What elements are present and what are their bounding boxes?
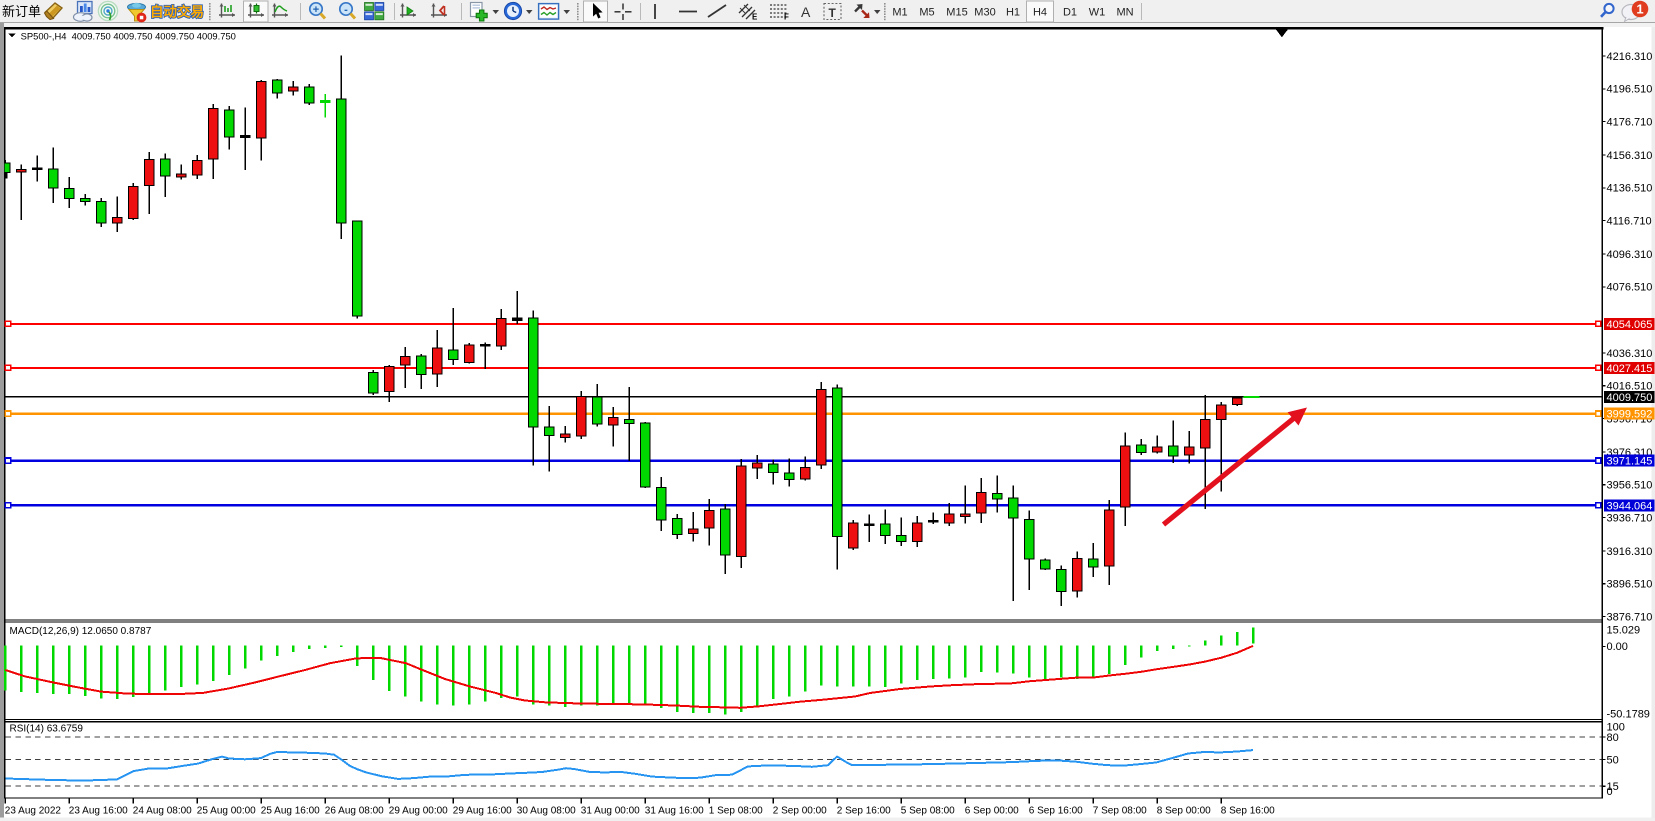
svg-text:新订单: 新订单: [2, 4, 41, 19]
svg-text:M15: M15: [946, 7, 967, 19]
svg-text:F: F: [784, 13, 789, 22]
svg-text:自动交易: 自动交易: [150, 4, 204, 20]
svg-text:3896.510: 3896.510: [1607, 579, 1653, 591]
svg-text:25 Aug 16:00: 25 Aug 16:00: [261, 806, 320, 817]
svg-text:H1: H1: [1006, 7, 1020, 19]
svg-text:4216.310: 4216.310: [1607, 51, 1653, 63]
svg-text:6 Sep 00:00: 6 Sep 00:00: [965, 806, 1019, 817]
svg-text:2 Sep 16:00: 2 Sep 16:00: [837, 806, 891, 817]
svg-text:4009.750: 4009.750: [1607, 392, 1653, 404]
svg-text:4196.510: 4196.510: [1607, 84, 1653, 96]
svg-text:2 Sep 00:00: 2 Sep 00:00: [773, 806, 827, 817]
svg-text:23 Aug 2022: 23 Aug 2022: [5, 806, 62, 817]
svg-text:29 Aug 16:00: 29 Aug 16:00: [453, 806, 512, 817]
svg-text:-: -: [344, 4, 348, 16]
svg-text:1: 1: [1636, 2, 1643, 17]
svg-text:50: 50: [1607, 754, 1619, 766]
svg-text:23 Aug 16:00: 23 Aug 16:00: [69, 806, 128, 817]
svg-text:H4: H4: [1033, 7, 1047, 19]
svg-text:3876.710: 3876.710: [1607, 611, 1653, 623]
svg-text:4136.510: 4136.510: [1607, 183, 1653, 195]
svg-text:0: 0: [1607, 786, 1613, 798]
svg-text:3916.310: 3916.310: [1607, 546, 1653, 558]
svg-text:D1: D1: [1063, 7, 1077, 19]
svg-text:4036.310: 4036.310: [1607, 348, 1653, 360]
svg-text:4016.510: 4016.510: [1607, 381, 1653, 393]
svg-text:26 Aug 08:00: 26 Aug 08:00: [325, 806, 384, 817]
svg-text:3944.064: 3944.064: [1607, 500, 1653, 512]
svg-text:100: 100: [1607, 721, 1625, 733]
svg-text:MN: MN: [1116, 7, 1133, 19]
svg-text:0.00: 0.00: [1607, 641, 1628, 653]
svg-text:8 Sep 00:00: 8 Sep 00:00: [1157, 806, 1211, 817]
svg-text:M5: M5: [919, 7, 934, 19]
svg-text:MACD(12,26,9) 12.0650 0.8787: MACD(12,26,9) 12.0650 0.8787: [10, 626, 152, 637]
svg-text:M30: M30: [974, 7, 995, 19]
svg-text:A: A: [801, 4, 811, 20]
svg-text:4176.710: 4176.710: [1607, 116, 1653, 128]
svg-text:4096.310: 4096.310: [1607, 249, 1653, 261]
svg-text:4116.710: 4116.710: [1607, 215, 1652, 227]
svg-text:3999.592: 3999.592: [1607, 409, 1653, 421]
svg-text:1 Sep 08:00: 1 Sep 08:00: [709, 806, 763, 817]
svg-text:31 Aug 00:00: 31 Aug 00:00: [581, 806, 640, 817]
svg-text:RSI(14) 63.6759: RSI(14) 63.6759: [10, 724, 84, 735]
svg-text:31 Aug 16:00: 31 Aug 16:00: [645, 806, 704, 817]
svg-text:4076.510: 4076.510: [1607, 282, 1653, 294]
svg-text:E: E: [752, 13, 758, 22]
svg-text:6 Sep 16:00: 6 Sep 16:00: [1029, 806, 1083, 817]
svg-text:29 Aug 00:00: 29 Aug 00:00: [389, 806, 448, 817]
svg-text:4054.065: 4054.065: [1607, 319, 1653, 331]
svg-text:SP500-,H4 4009.750 4009.750 4: SP500-,H4 4009.750 4009.750 4009.750 400…: [21, 30, 236, 41]
svg-text:-50.1789: -50.1789: [1607, 708, 1650, 720]
svg-text:M1: M1: [892, 7, 907, 19]
svg-text:3956.510: 3956.510: [1607, 480, 1653, 492]
svg-text:4027.415: 4027.415: [1607, 363, 1653, 375]
svg-text:15: 15: [1607, 781, 1619, 793]
svg-text:自动交易: 自动交易: [150, 4, 204, 20]
svg-text:8 Sep 16:00: 8 Sep 16:00: [1221, 806, 1275, 817]
svg-text:+: +: [313, 4, 319, 16]
svg-text:80: 80: [1607, 732, 1619, 744]
svg-text:25 Aug 00:00: 25 Aug 00:00: [197, 806, 256, 817]
svg-text:5 Sep 08:00: 5 Sep 08:00: [901, 806, 955, 817]
svg-text:7 Sep 08:00: 7 Sep 08:00: [1093, 806, 1147, 817]
svg-text:24 Aug 08:00: 24 Aug 08:00: [133, 806, 192, 817]
svg-text:30 Aug 08:00: 30 Aug 08:00: [517, 806, 576, 817]
svg-text:T: T: [829, 6, 837, 20]
svg-text:4156.310: 4156.310: [1607, 150, 1653, 162]
svg-text:3971.145: 3971.145: [1607, 456, 1653, 468]
svg-text:15.029: 15.029: [1607, 624, 1641, 636]
svg-text:W1: W1: [1089, 7, 1106, 19]
svg-text:3936.710: 3936.710: [1607, 512, 1653, 524]
